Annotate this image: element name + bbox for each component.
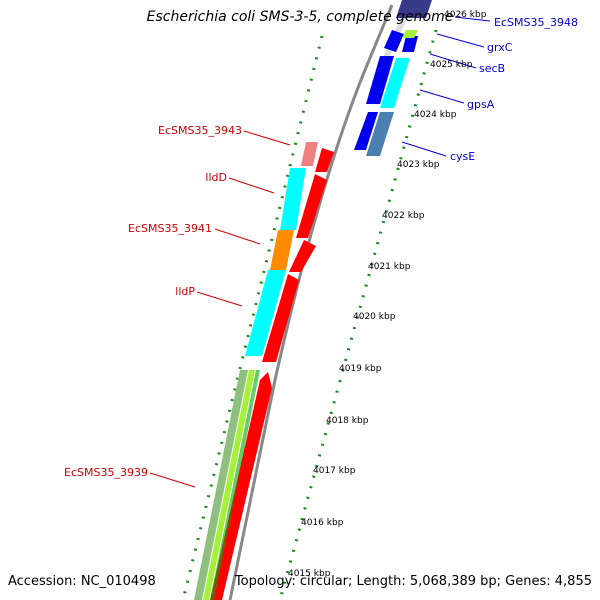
tick-label-4016: 4016 kbp xyxy=(301,518,344,528)
gene-red-long-2 xyxy=(210,370,260,600)
leader-right-3 xyxy=(429,53,477,69)
gene-label-cyse: cysE xyxy=(450,150,475,163)
gene-cyan-top xyxy=(380,58,410,108)
tick-label-4022: 4022 kbp xyxy=(382,211,425,221)
gene-orange xyxy=(270,230,294,270)
leader-right-4 xyxy=(419,89,465,104)
gene-lime xyxy=(203,370,255,600)
inner-dotted-track xyxy=(181,35,324,600)
tick-label-4025: 4025 kbp xyxy=(430,60,473,70)
gene-label-grxc: grxC xyxy=(487,41,513,54)
accession-text: Accession: NC_010498 xyxy=(8,574,156,589)
genome-title: Escherichia coli SMS-3-5, complete genom… xyxy=(146,9,454,25)
leader-left-5 xyxy=(149,472,196,488)
tick-label-4015: 4015 kbp xyxy=(288,569,331,579)
tick-label-4017: 4017 kbp xyxy=(313,466,356,476)
tick-label-4020: 4020 kbp xyxy=(353,312,396,322)
gene-pink xyxy=(301,142,318,166)
gene-label-ecsms35-3943: EcSMS35_3943 xyxy=(158,124,242,137)
topology-text: Topology: circular; Length: 5,068,389 bp… xyxy=(234,574,592,589)
genome-backbone xyxy=(228,4,394,600)
gene-cyan-upper xyxy=(280,168,306,230)
tick-label-4024: 4024 kbp xyxy=(414,110,457,120)
gene-sage xyxy=(194,370,248,600)
gene-blue-2 xyxy=(366,56,394,104)
gene-lime-top xyxy=(402,30,418,38)
gene-steel xyxy=(366,112,394,156)
gene-label-ecsms35-3939: EcSMS35_3939 xyxy=(64,466,148,479)
leader-left-1 xyxy=(243,130,291,146)
leader-left-4 xyxy=(196,291,243,307)
gene-blue-3 xyxy=(354,112,378,150)
gene-label-ecsms35-3941: EcSMS35_3941 xyxy=(128,222,212,235)
gene-red-2 xyxy=(296,174,327,238)
gene-red-long xyxy=(210,372,272,600)
gene-blue-small xyxy=(402,36,418,52)
gene-red-4 xyxy=(262,274,299,362)
gene-red-1 xyxy=(315,148,334,172)
tick-label-4023: 4023 kbp xyxy=(397,160,440,170)
tick-label-4018: 4018 kbp xyxy=(326,416,369,426)
tick-label-4019: 4019 kbp xyxy=(339,364,382,374)
gene-blue-1 xyxy=(384,30,404,52)
gene-label-lldp: lldP xyxy=(175,285,195,298)
tick-label-4021: 4021 kbp xyxy=(368,262,411,272)
leader-left-3 xyxy=(214,228,261,245)
gene-label-gpsa: gpsA xyxy=(467,98,495,111)
gene-cyan-lower xyxy=(245,270,286,356)
gene-label-lldd: lldD xyxy=(205,171,227,184)
leader-right-2 xyxy=(436,33,485,48)
gene-label-secb: secB xyxy=(479,62,505,75)
leader-right-5 xyxy=(401,141,447,157)
leader-left-2 xyxy=(228,177,275,194)
gene-navy xyxy=(396,0,432,18)
gene-red-3 xyxy=(289,240,316,272)
leader-right-1 xyxy=(454,16,491,22)
gene-label-ecsms35-3948: EcSMS35_3948 xyxy=(494,16,578,29)
tick-label-4026: 4026 kbp xyxy=(444,10,487,20)
